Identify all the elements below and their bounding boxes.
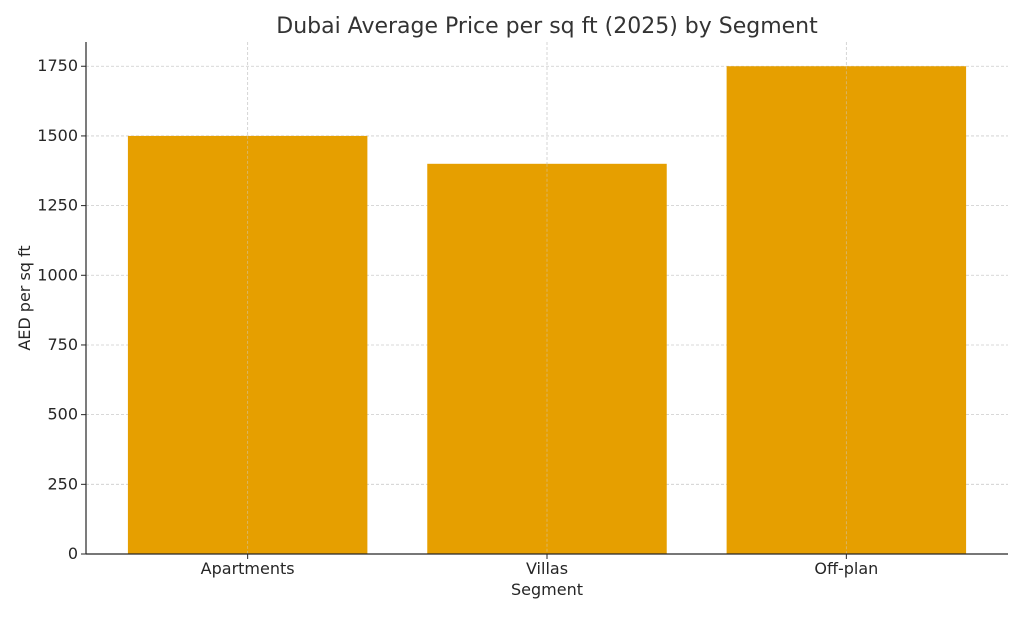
x-tick-label: Villas	[526, 559, 568, 578]
chart-title: Dubai Average Price per sq ft (2025) by …	[276, 14, 818, 39]
y-tick-label: 0	[68, 544, 78, 563]
bar-apartments	[127, 135, 368, 554]
bars	[127, 66, 967, 554]
x-tick-label: Off-plan	[814, 559, 878, 578]
x-axis-label: Segment	[511, 580, 583, 599]
x-tick-label: Apartments	[201, 559, 295, 578]
y-tick-label: 1000	[37, 265, 78, 284]
axes: 0 250 500 750 1000 1250 1500 1750 Apartments Vill…	[37, 42, 1008, 578]
y-tick-label: 1750	[37, 56, 78, 75]
y-tick-label: 750	[47, 335, 78, 354]
y-tick-label: 1500	[37, 126, 78, 145]
y-tick-label: 1250	[37, 196, 78, 215]
y-tick-label: 250	[47, 474, 78, 493]
y-tick-label: 500	[47, 405, 78, 424]
y-axis-label: AED per sq ft	[15, 245, 34, 350]
bar-off-plan	[726, 66, 967, 554]
